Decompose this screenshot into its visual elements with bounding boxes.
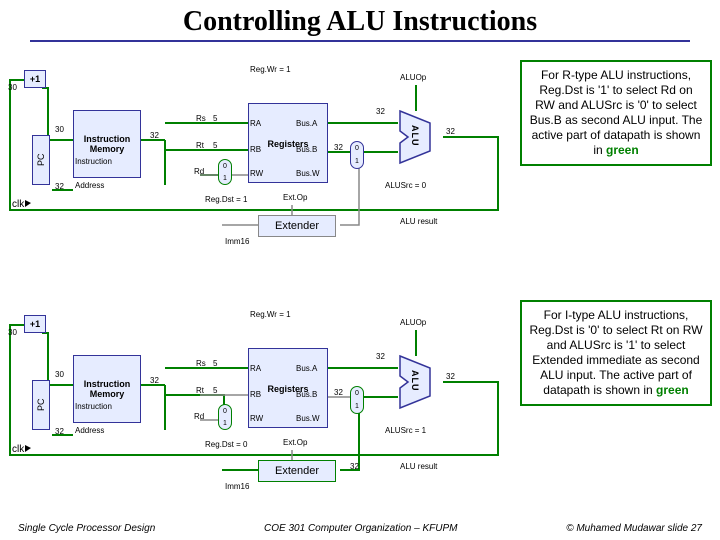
busb: Bus.B	[296, 390, 317, 399]
m0: 0	[223, 408, 227, 415]
rt: Rt	[196, 386, 204, 395]
rd: Rd	[194, 167, 204, 176]
rw: RW	[250, 169, 263, 178]
n5-1: 5	[213, 359, 217, 368]
explain-i-green: green	[656, 383, 689, 397]
busw: Bus.W	[296, 169, 320, 178]
rb: RB	[250, 390, 261, 399]
extender: Extender	[258, 460, 336, 482]
addr-label: Address	[75, 181, 104, 190]
m1: 1	[355, 403, 359, 410]
plus1-box: +1	[24, 70, 46, 88]
n32-b: 32	[376, 107, 385, 116]
addr-label: Address	[75, 426, 104, 435]
imem-box: Instruction Memory	[73, 110, 141, 178]
ra: RA	[250, 119, 261, 128]
n32-d: 32	[446, 127, 455, 136]
rw: RW	[250, 414, 263, 423]
busa: Bus.A	[296, 119, 317, 128]
imm16: Imm16	[225, 237, 249, 246]
explain-r-green: green	[606, 143, 639, 157]
pc-box: PC	[32, 135, 50, 185]
alu-label: ALU	[410, 370, 420, 392]
imem-label: Instruction Memory	[84, 134, 131, 154]
rs: Rs	[196, 359, 206, 368]
instr-label: Instruction	[75, 157, 112, 166]
n32-a: 32	[150, 131, 159, 140]
regwr-label: Reg.Wr = 1	[250, 310, 291, 319]
rd-mux: 0 1	[218, 404, 232, 430]
extop: Ext.Op	[283, 438, 307, 447]
n32-c: 32	[334, 143, 343, 152]
busw: Bus.W	[296, 414, 320, 423]
n32-a: 32	[150, 376, 159, 385]
imem-box: Instruction Memory	[73, 355, 141, 423]
extender: Extender	[258, 215, 336, 237]
plus1-box: +1	[24, 315, 46, 333]
m1: 1	[223, 420, 227, 427]
aluop-label: ALUOp	[400, 318, 426, 327]
n32-im: 32	[55, 427, 64, 436]
regdst1: Reg.Dst = 1	[205, 195, 247, 204]
footer: Single Cycle Processor Design COE 301 Co…	[0, 523, 720, 534]
page-title: Controlling ALU Instructions	[0, 0, 720, 40]
title-underline	[30, 40, 690, 42]
n32-d: 32	[446, 372, 455, 381]
footer-left: Single Cycle Processor Design	[18, 523, 155, 534]
regdst0: Reg.Dst = 0	[205, 440, 247, 449]
n32-e: 32	[350, 462, 359, 471]
m1: 1	[223, 175, 227, 182]
n30-1: 30	[8, 328, 17, 337]
clk-label: clk	[12, 444, 24, 455]
extop: Ext.Op	[283, 193, 307, 202]
aluresult: ALU result	[400, 217, 437, 226]
instr-label: Instruction	[75, 402, 112, 411]
alusrc0: ALUSrc = 0	[385, 181, 426, 190]
ra: RA	[250, 364, 261, 373]
n32-im: 32	[55, 182, 64, 191]
footer-center: COE 301 Computer Organization – KFUPM	[264, 523, 457, 534]
m0: 0	[355, 390, 359, 397]
rd-mux: 0 1	[218, 159, 232, 185]
busa: Bus.A	[296, 364, 317, 373]
imem-label: Instruction Memory	[84, 379, 131, 399]
busb: Bus.B	[296, 145, 317, 154]
alusrc-mux: 0 1	[350, 141, 364, 169]
rb: RB	[250, 145, 261, 154]
m1: 1	[355, 158, 359, 165]
clk-label: clk	[12, 199, 24, 210]
n5-2: 5	[213, 141, 217, 150]
explain-rtype: For R-type ALU instructions, Reg.Dst is …	[520, 60, 712, 166]
regwr-label: Reg.Wr = 1	[250, 65, 291, 74]
rt: Rt	[196, 141, 204, 150]
explain-itype: For I-type ALU instructions, Reg.Dst is …	[520, 300, 712, 406]
alusrc1: ALUSrc = 1	[385, 426, 426, 435]
aluresult: ALU result	[400, 462, 437, 471]
pc-box: PC	[32, 380, 50, 430]
n30-1: 30	[8, 83, 17, 92]
n30-2: 30	[55, 370, 64, 379]
n32-c: 32	[334, 388, 343, 397]
n32-b: 32	[376, 352, 385, 361]
alu-label: ALU	[410, 125, 420, 147]
aluop-label: ALUOp	[400, 73, 426, 82]
rs: Rs	[196, 114, 206, 123]
m0: 0	[223, 163, 227, 170]
rd: Rd	[194, 412, 204, 421]
m0: 0	[355, 145, 359, 152]
footer-right: © Muhamed Mudawar slide 27	[566, 523, 702, 534]
alusrc-mux: 0 1	[350, 386, 364, 414]
imm16: Imm16	[225, 482, 249, 491]
n5-2: 5	[213, 386, 217, 395]
n5-1: 5	[213, 114, 217, 123]
n30-2: 30	[55, 125, 64, 134]
